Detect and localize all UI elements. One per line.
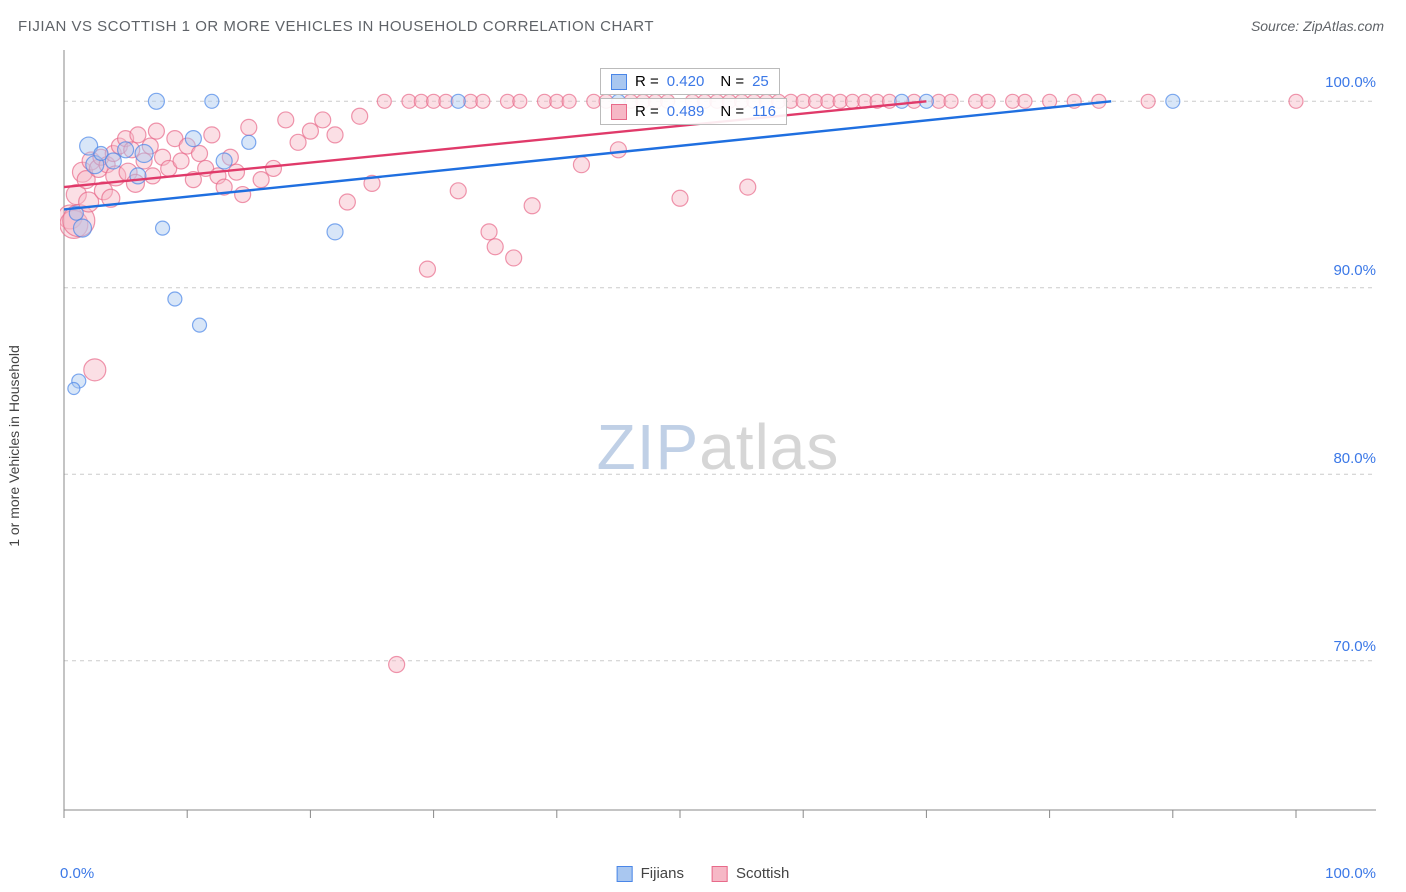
- stats-scottish: R = 0.489 N = 116: [600, 98, 787, 125]
- stats-n-label: N =: [720, 73, 744, 90]
- chart-area: ZIPatlas R = 0.420 N = 25 R = 0.489 N = …: [60, 50, 1376, 844]
- legend-scottish: Scottish: [712, 865, 789, 882]
- stats-r-value: 0.420: [667, 73, 705, 90]
- legend-scottish-label: Scottish: [736, 865, 789, 882]
- y-tick-80: 80.0%: [1333, 450, 1376, 467]
- swatch-scottish-icon: [712, 866, 728, 882]
- chart-title: FIJIAN VS SCOTTISH 1 OR MORE VEHICLES IN…: [18, 18, 654, 35]
- legend-fijians-label: Fijians: [641, 865, 684, 882]
- stats-n-value: 25: [752, 73, 769, 90]
- legend: Fijians Scottish: [617, 865, 790, 882]
- stats-n-value: 116: [752, 103, 776, 120]
- stats-r-value: 0.489: [667, 103, 705, 120]
- source-label: Source: ZipAtlas.com: [1251, 18, 1384, 34]
- x-tick-100: 100.0%: [1325, 865, 1376, 882]
- legend-fijians: Fijians: [617, 865, 684, 882]
- swatch-fijians-icon: [617, 866, 633, 882]
- stats-r-label: R =: [635, 103, 659, 120]
- y-tick-100: 100.0%: [1325, 74, 1376, 91]
- chart-svg: [60, 50, 1376, 844]
- swatch-scottish-icon: [611, 104, 627, 120]
- y-tick-70: 70.0%: [1333, 638, 1376, 655]
- y-axis-label: 1 or more Vehicles in Household: [6, 345, 22, 547]
- stats-n-label: N =: [720, 103, 744, 120]
- stats-r-label: R =: [635, 73, 659, 90]
- y-tick-90: 90.0%: [1333, 262, 1376, 279]
- stats-fijians: R = 0.420 N = 25: [600, 68, 780, 95]
- swatch-fijians-icon: [611, 74, 627, 90]
- x-tick-0: 0.0%: [60, 865, 94, 882]
